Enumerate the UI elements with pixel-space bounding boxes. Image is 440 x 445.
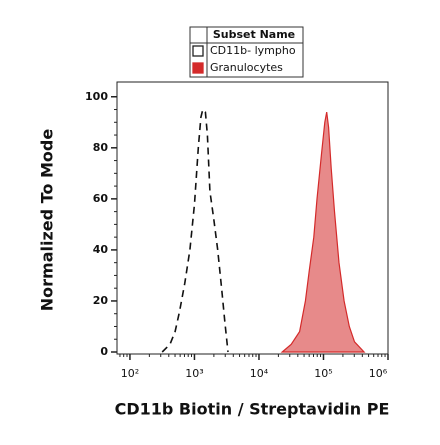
plot-frame xyxy=(116,81,389,355)
legend-label: Granulocytes xyxy=(210,61,283,74)
legend-swatch xyxy=(192,45,204,57)
x-tick-label: 10³ xyxy=(185,367,203,380)
x-tick-label: 10⁴ xyxy=(250,367,269,380)
y-tick-label: 100 xyxy=(85,90,108,103)
x-tick-label: 10⁶ xyxy=(369,367,388,380)
x-tick-label: 10⁵ xyxy=(314,367,332,380)
legend-swatch xyxy=(192,62,204,74)
x-tick-label: 10² xyxy=(121,367,139,380)
y-tick-label: 80 xyxy=(93,141,109,154)
series-line xyxy=(161,107,229,353)
legend-label: CD11b- lympho xyxy=(210,44,296,57)
x-axis-title: CD11b Biotin / Streptavidin PE xyxy=(115,400,390,419)
y-tick-label: 60 xyxy=(93,192,109,205)
series-line xyxy=(280,111,366,353)
y-tick-label: 40 xyxy=(93,243,109,256)
legend-title: Subset Name xyxy=(213,28,295,41)
y-axis-title: Normalized To Mode xyxy=(38,129,57,312)
legend-box xyxy=(189,26,304,78)
y-tick-label: 20 xyxy=(93,294,109,307)
y-tick-label: 0 xyxy=(100,345,108,358)
